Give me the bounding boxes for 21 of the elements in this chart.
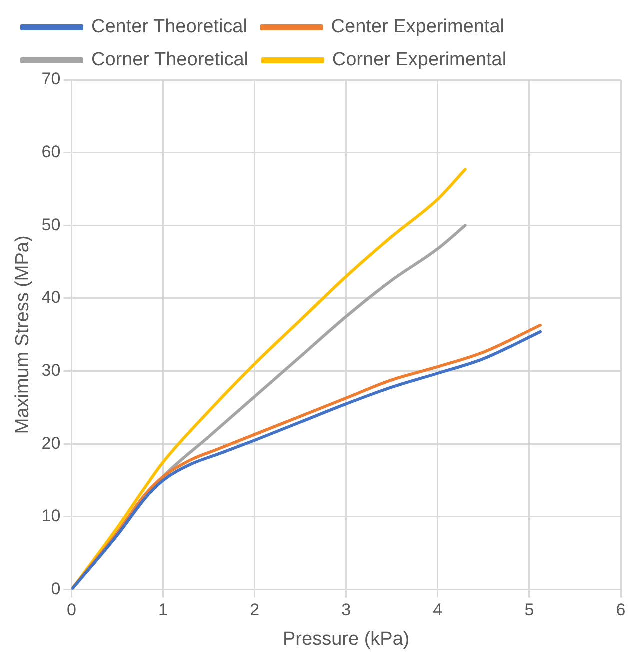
y-tick-label: 30 — [42, 361, 61, 380]
y-tick-label: 50 — [42, 215, 61, 234]
x-tick-label: 4 — [433, 600, 443, 620]
y-tick-label: 70 — [42, 70, 61, 89]
y-axis-title: Maximum Stress (MPa) — [12, 236, 34, 434]
y-tick-label: 20 — [42, 434, 61, 453]
x-tick-label: 1 — [158, 600, 168, 620]
legend-label: Center Experimental — [331, 16, 504, 38]
x-tick-label: 6 — [616, 600, 626, 620]
y-tick-label: 60 — [42, 142, 61, 162]
x-tick-label: 5 — [524, 600, 534, 620]
x-axis-title: Pressure (kPa) — [283, 628, 410, 650]
legend-label: Corner Experimental — [332, 50, 507, 71]
y-tick-label: 10 — [42, 506, 61, 526]
x-tick-label: 0 — [66, 600, 76, 620]
x-tick-label: 2 — [250, 600, 260, 620]
legend-label: Center Theoretical — [92, 16, 248, 38]
x-tick-label: 3 — [342, 600, 352, 620]
legend-label: Corner Theoretical — [92, 50, 249, 71]
y-tick-label: 0 — [51, 579, 61, 598]
y-tick-label: 40 — [42, 288, 61, 308]
